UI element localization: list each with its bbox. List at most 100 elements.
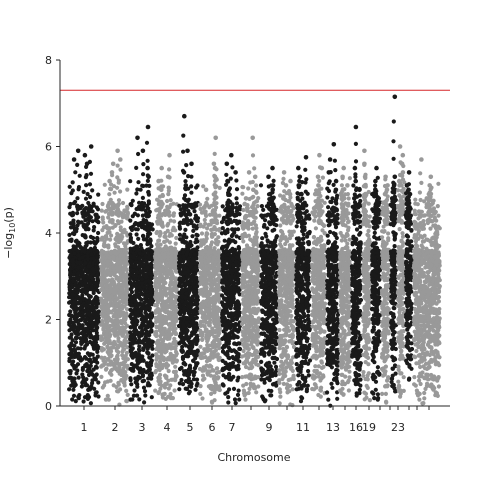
snp-point	[177, 381, 182, 386]
snp-point	[212, 246, 217, 251]
snp-point	[117, 247, 122, 253]
snp-point	[75, 290, 80, 295]
snp-point	[82, 274, 87, 279]
snp-point	[124, 388, 129, 393]
snp-point	[79, 384, 84, 389]
snp-point	[115, 231, 120, 236]
snp-point	[122, 227, 127, 232]
snp-point	[215, 240, 220, 245]
snp-point	[154, 271, 159, 276]
snp-point	[128, 307, 133, 313]
snp-point	[75, 260, 80, 265]
snp-point	[122, 329, 127, 334]
peak-point	[84, 183, 89, 188]
snp-point	[95, 360, 100, 365]
snp-point	[186, 338, 191, 343]
snp-point	[159, 356, 164, 361]
snp-point	[154, 251, 160, 256]
snp-point	[149, 289, 154, 294]
snp-point	[192, 331, 197, 336]
peak-point	[183, 212, 188, 217]
snp-point	[154, 289, 159, 294]
snp-point	[91, 239, 97, 245]
snp-point	[210, 400, 215, 405]
snp-point	[80, 367, 85, 372]
snp-point	[173, 375, 178, 380]
peak-point	[107, 192, 112, 197]
snp-point	[87, 274, 93, 280]
snp-point	[68, 267, 73, 272]
snp-point	[124, 398, 129, 404]
snp-point	[208, 274, 213, 279]
snp-point	[69, 313, 74, 318]
snp-point	[210, 311, 216, 317]
snp-point	[159, 295, 165, 300]
snp-point	[163, 244, 168, 249]
snp-point	[88, 333, 93, 338]
peak-point	[75, 162, 80, 167]
snp-point	[169, 276, 174, 281]
snp-point	[73, 340, 79, 345]
snp-point	[197, 366, 203, 372]
snp-point	[198, 344, 203, 349]
snp-point	[174, 359, 179, 364]
snp-point	[133, 301, 138, 306]
snp-point	[109, 360, 114, 365]
snp-point	[91, 247, 96, 252]
snp-point	[165, 332, 170, 337]
peak-point	[160, 192, 165, 198]
snp-point	[182, 232, 187, 237]
snp-point	[173, 277, 178, 282]
snp-point	[204, 336, 209, 341]
snp-point	[148, 363, 153, 368]
chromosome-2-points	[99, 148, 131, 407]
peak-point	[145, 178, 150, 183]
snp-point	[188, 252, 193, 257]
snp-point	[141, 306, 147, 311]
snp-point	[180, 344, 185, 349]
peak-point	[90, 209, 95, 214]
snp-point	[100, 318, 105, 323]
snp-point	[129, 368, 135, 373]
snp-point	[186, 247, 191, 252]
peak-point	[165, 204, 170, 209]
peak-point	[134, 206, 139, 212]
snp-point	[74, 335, 79, 340]
snp-point	[85, 351, 90, 356]
peak-point	[81, 189, 86, 194]
snp-point	[95, 283, 100, 288]
snp-point	[91, 346, 97, 351]
snp-point	[71, 278, 76, 284]
snp-point	[79, 304, 84, 309]
snp-point	[204, 231, 209, 236]
snp-point	[212, 387, 218, 393]
snp-point	[122, 260, 128, 265]
snp-point	[180, 356, 186, 362]
snp-point	[169, 233, 174, 238]
snp-point	[96, 192, 101, 197]
snp-point	[123, 376, 128, 381]
snp-point	[170, 360, 175, 365]
snp-point	[178, 316, 183, 321]
peak-point	[213, 185, 218, 190]
snp-point	[133, 227, 138, 232]
snp-point	[84, 241, 89, 246]
snp-point	[169, 250, 174, 256]
snp-point	[132, 388, 137, 393]
snp-point	[198, 224, 203, 229]
snp-point	[68, 271, 73, 276]
snp-point	[105, 327, 111, 333]
snp-point	[106, 397, 111, 402]
snp-point	[169, 345, 175, 351]
peak-point	[159, 165, 164, 171]
snp-point	[214, 328, 219, 333]
peak-point	[83, 211, 89, 216]
snp-point	[94, 294, 99, 300]
snp-point	[96, 380, 101, 385]
snp-point	[106, 336, 111, 341]
snp-point	[148, 340, 153, 345]
snp-point	[177, 232, 182, 237]
snp-point	[130, 346, 135, 352]
snp-point	[124, 209, 130, 214]
peak-point	[189, 202, 194, 207]
